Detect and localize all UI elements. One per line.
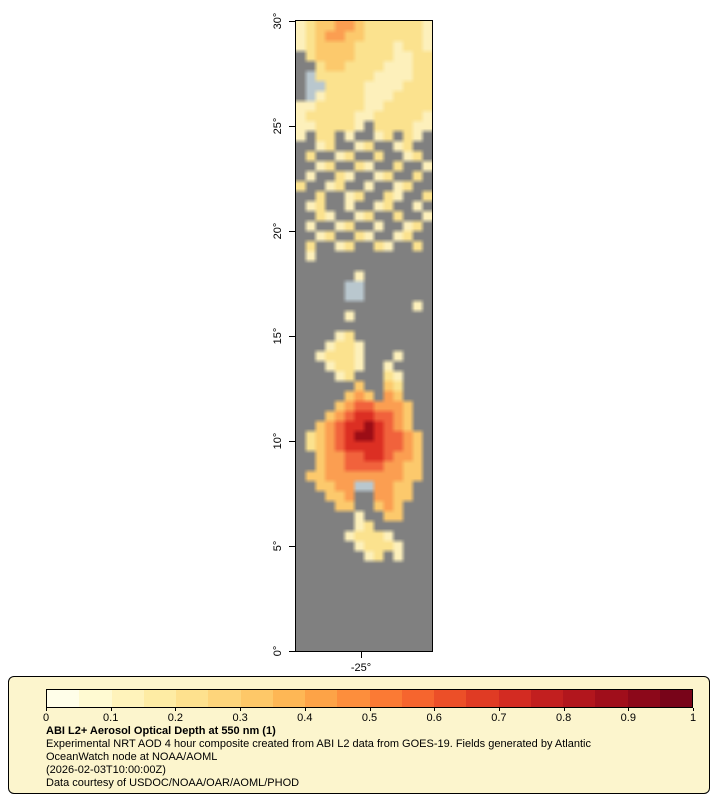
colorbar-segment: [627, 690, 660, 707]
colorbar-segment: [595, 690, 628, 707]
latitude-tick: [289, 21, 295, 22]
colorbar-segment: [369, 690, 402, 707]
colorbar-segment: [563, 690, 596, 707]
latitude-tick-label: 30°: [272, 12, 284, 30]
colorbar-tick-label: 0.8: [555, 712, 572, 724]
latitude-tick: [289, 231, 295, 232]
legend-description: Experimental NRT AOD 4 hour composite cr…: [46, 738, 591, 763]
colorbar-tick-label: 0.5: [361, 712, 378, 724]
colorbar-tick: [434, 708, 436, 711]
colorbar-tick: [110, 708, 112, 711]
latitude-tick-label: 15°: [272, 327, 284, 345]
colorbar-tick-label: 0.6: [426, 712, 442, 724]
colorbar-segment: [208, 690, 241, 707]
aod-map-raster: [296, 21, 432, 651]
colorbar-segment: [337, 690, 370, 707]
latitude-tick-label: 0°: [272, 645, 284, 657]
colorbar-segment: [401, 690, 434, 707]
colorbar-segment: [47, 690, 80, 707]
longitude-tick-label: -25°: [350, 662, 372, 674]
colorbar-tick-label: 0.4: [297, 712, 313, 724]
colorbar-tick: [304, 708, 306, 711]
colorbar-segment: [176, 690, 209, 707]
legend-title: ABI L2+ Aerosol Optical Depth at 550 nm …: [46, 725, 276, 737]
legend-credit: Data courtesy of USDOC/NOAA/OAR/AOML/PHO…: [46, 777, 300, 789]
colorbar-tick: [498, 708, 500, 711]
latitude-tick: [289, 546, 295, 547]
colorbar-tick-label: 0.9: [620, 712, 636, 724]
colorbar-tick: [628, 708, 630, 711]
colorbar-tick: [240, 708, 242, 711]
colorbar-segment: [79, 690, 112, 707]
latitude-tick-label: 10°: [272, 432, 284, 450]
legend-panel: 0 0.1 0.2 0.3 0.4 0.5 0.6 0.7 0.8 0.9 1 ABI L2+ Ae…: [8, 676, 710, 794]
colorbar-tick-label: 0.1: [103, 712, 119, 724]
latitude-tick: [289, 336, 295, 337]
colorbar-tick-label: 0: [42, 712, 50, 724]
latitude-tick: [289, 441, 295, 442]
latitude-tick-label: 5°: [272, 540, 284, 552]
latitude-tick: [289, 126, 295, 127]
colorbar-segment: [305, 690, 338, 707]
colorbar-tick-label: 0.7: [491, 712, 507, 724]
latitude-tick-label: 20°: [272, 222, 284, 240]
colorbar-segment: [111, 690, 144, 707]
colorbar-segment: [530, 690, 563, 707]
map-plot-area: 30° 25° 20° 15° 10° 5° 0° -25°: [272, 13, 433, 674]
colorbar-segment: [240, 690, 273, 707]
latitude-tick-label: 25°: [272, 117, 284, 135]
colorbar-segment: [434, 690, 467, 707]
latitude-tick: [289, 651, 295, 652]
colorbar-tick: [175, 708, 177, 711]
colorbar-segment: [272, 690, 305, 707]
colorbar-tick: [563, 708, 565, 711]
colorbar-tick: [693, 708, 694, 711]
longitude-tick: [361, 652, 362, 658]
colorbar-tick-labels: 0 0.1 0.2 0.3 0.4 0.5 0.6 0.7 0.8 0.9 1: [42, 708, 697, 725]
colorbar-tick-label: 0.2: [167, 712, 184, 724]
colorbar-tick: [369, 708, 371, 711]
colorbar-tick: [46, 708, 47, 711]
legend-timestamp: (2026-02-03T10:00:00Z): [46, 764, 166, 776]
colorbar-segment: [143, 690, 176, 707]
colorbar-segment: [659, 690, 692, 707]
colorbar-tick-label: 1: [689, 712, 697, 724]
colorbar-segment: [466, 690, 499, 707]
colorbar-tick-label: 0.3: [232, 712, 248, 724]
colorbar-segment: [498, 690, 531, 707]
colorbar: [46, 689, 693, 708]
